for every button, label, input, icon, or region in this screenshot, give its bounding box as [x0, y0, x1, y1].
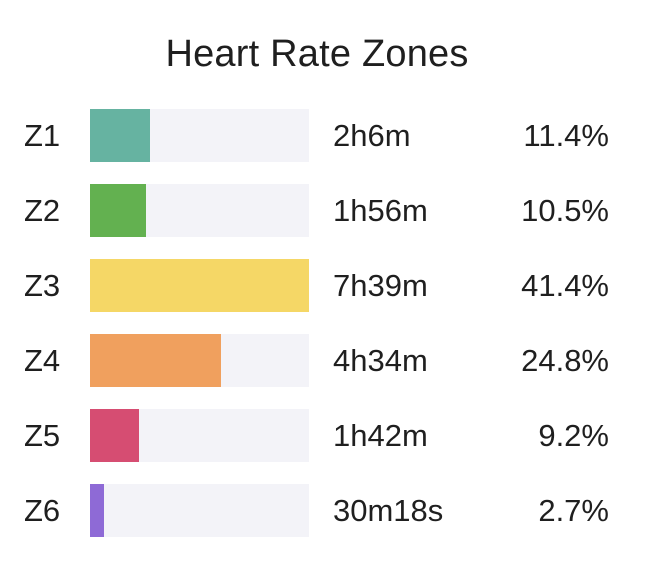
zone-bar-z5	[90, 409, 139, 462]
zone-duration: 1h56m	[333, 193, 428, 228]
zone-percent: 9.2%	[538, 418, 609, 453]
zone-label: Z6	[24, 493, 61, 528]
zone-percent: 41.4%	[521, 268, 609, 303]
zone-row-z6: Z6 30m18s 2.7%	[0, 483, 667, 538]
zone-bar-track	[90, 484, 309, 537]
zone-bar-z2	[90, 184, 146, 237]
zone-percent: 24.8%	[521, 343, 609, 378]
zone-duration: 4h34m	[333, 343, 428, 378]
zone-row-z1: Z1 2h6m 11.4%	[0, 108, 667, 163]
zone-label: Z2	[24, 193, 61, 228]
zone-label: Z3	[24, 268, 61, 303]
zone-duration: 1h42m	[333, 418, 428, 453]
zone-percent: 2.7%	[538, 493, 609, 528]
zone-percent: 10.5%	[521, 193, 609, 228]
zone-bar-z6	[90, 484, 105, 537]
zone-bar-track	[90, 334, 309, 387]
zone-percent: 11.4%	[523, 118, 609, 153]
zone-bar-z4	[90, 334, 222, 387]
zone-row-z4: Z4 4h34m 24.8%	[0, 333, 667, 388]
zone-duration: 2h6m	[333, 118, 411, 153]
zone-duration: 30m18s	[333, 493, 444, 528]
chart-title: Heart Rate Zones	[165, 33, 469, 75]
zone-bar-z3	[90, 259, 309, 312]
zone-row-z2: Z2 1h56m 10.5%	[0, 183, 667, 238]
zone-row-z3: Z3 7h39m 41.4%	[0, 258, 667, 313]
zone-label: Z5	[24, 418, 61, 453]
zone-bar-track	[90, 109, 309, 162]
zone-bar-z1	[90, 109, 151, 162]
zone-duration: 7h39m	[333, 268, 428, 303]
zone-row-z5: Z5 1h42m 9.2%	[0, 408, 667, 463]
zone-label: Z1	[24, 118, 61, 153]
zone-bar-track	[90, 184, 309, 237]
zone-bar-track	[90, 259, 309, 312]
zone-bar-track	[90, 409, 309, 462]
zone-label: Z4	[24, 343, 61, 378]
